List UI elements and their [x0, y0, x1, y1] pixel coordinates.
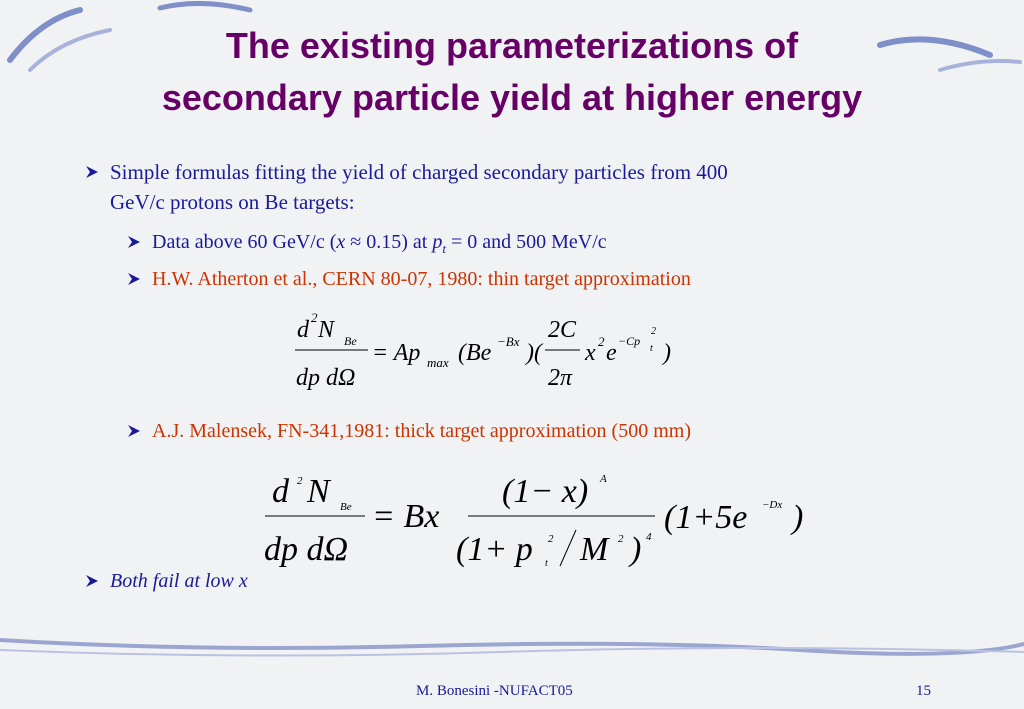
math: N	[306, 473, 332, 510]
run: ≈ 0.15) at	[345, 231, 433, 253]
math: 2	[548, 533, 554, 545]
math: = Ap	[372, 340, 420, 366]
bullet-text: Both fail at low x	[110, 570, 248, 592]
math: max	[427, 355, 449, 370]
sub-bullet: H.W. Atherton et al., CERN 80-07, 1980: …	[128, 264, 691, 294]
math: t	[650, 343, 653, 354]
bullet-icon	[86, 166, 98, 178]
math: )	[661, 340, 671, 366]
math: 2	[618, 533, 624, 545]
math: dp dΩ	[264, 531, 348, 568]
math: Be	[344, 334, 357, 348]
decoration	[0, 1, 1024, 657]
math: A	[599, 473, 607, 485]
sub-bullet: Data above 60 GeV/c (x ≈ 0.15) at pt = 0…	[128, 227, 607, 264]
slash	[559, 529, 577, 567]
math: e	[606, 340, 617, 366]
sub-bullet: A.J. Malensek, FN-341,1981: thick target…	[128, 416, 691, 446]
math: 2	[598, 334, 605, 349]
math: Be	[340, 501, 352, 513]
bullet-icon	[86, 575, 98, 587]
math: )	[628, 531, 641, 568]
run: Data above 60 GeV/c (	[152, 231, 337, 253]
math: 2C	[548, 317, 577, 343]
page-number: 15	[916, 683, 931, 699]
bullet-icon	[128, 236, 140, 248]
math: M	[579, 531, 610, 568]
bullet-icon	[128, 425, 140, 437]
math: t	[545, 558, 548, 569]
run: = 0 and 500 MeV/c	[445, 231, 607, 253]
math: dp dΩ	[296, 365, 355, 391]
bullet-icon	[128, 273, 140, 285]
math: = Bx	[372, 498, 439, 535]
bullet: Simple formulas fitting the yield of cha…	[86, 157, 728, 217]
title-line: secondary particle yield at higher energ…	[161, 77, 863, 118]
bullet-text: Simple formulas fitting the yield of cha…	[110, 160, 728, 184]
formula-2: d 2 N Be dp dΩ = Bx (1− x) A (1+ p 2 t M…	[264, 473, 803, 569]
math: 4	[646, 531, 652, 543]
math: 2	[297, 475, 303, 487]
math: −Dx	[762, 499, 782, 511]
run: t	[442, 241, 446, 256]
math: N	[317, 317, 336, 343]
run: p	[432, 231, 443, 253]
bullet: Both fail at low x	[86, 566, 248, 596]
math: −Bx	[497, 334, 520, 349]
math: 2	[311, 310, 318, 325]
math: −Cp	[618, 334, 640, 348]
math: x	[584, 340, 596, 366]
math: 2π	[548, 365, 573, 391]
bullet-text: A.J. Malensek, FN-341,1981: thick target…	[152, 420, 691, 442]
math: (1− x)	[502, 473, 588, 510]
math: 2	[651, 326, 656, 337]
math: )	[790, 499, 803, 536]
math: (Be	[458, 340, 492, 366]
bullet-text: H.W. Atherton et al., CERN 80-07, 1980: …	[152, 268, 691, 290]
math: (1+5e	[664, 499, 747, 536]
math: (1+ p	[456, 531, 533, 568]
bullet-text: GeV/c protons on Be targets:	[110, 190, 355, 214]
formula-1: d 2 N Be dp dΩ = Ap max (Be −Bx )( 2C 2π…	[295, 310, 671, 391]
math: d	[297, 317, 310, 343]
run: x	[336, 231, 346, 253]
footer-author: M. Bonesini -NUFACT05	[416, 683, 573, 699]
title-line: The existing parameterizations of	[225, 25, 799, 66]
math: d	[272, 473, 290, 510]
math: )(	[524, 340, 544, 366]
